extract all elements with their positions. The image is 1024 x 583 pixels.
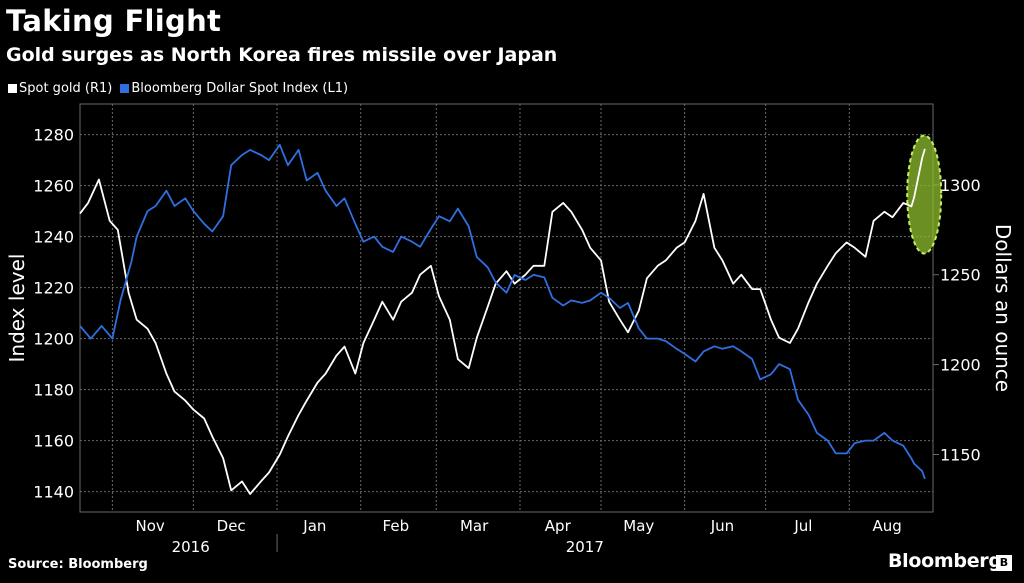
legend-swatch-gold	[8, 84, 17, 93]
series-line-dollar	[79, 143, 926, 480]
legend-item-dollar: Bloomberg Dollar Spot Index (L1)	[120, 81, 348, 96]
x-tick-label-month: Aug	[872, 517, 901, 535]
y-tick-label-left: 1220	[33, 279, 74, 298]
legend: Spot gold (R1) Bloomberg Dollar Spot Ind…	[8, 81, 352, 96]
legend-swatch-dollar	[120, 84, 130, 93]
x-tick-label-month: Jun	[710, 517, 734, 535]
y-tick-label-left: 1140	[33, 483, 74, 502]
x-tick-label-month: Mar	[460, 517, 489, 535]
bloomberg-mark-icon: B	[996, 555, 1012, 571]
source-note: Source: Bloomberg	[8, 557, 148, 572]
x-tick-label-year: 2016	[172, 538, 210, 556]
x-tick-label-year: 2017	[566, 538, 604, 556]
y-tick-label-left: 1180	[33, 381, 74, 400]
bloomberg-logo: Bloomberg	[888, 550, 1002, 572]
x-tick-label-month: Dec	[217, 517, 246, 535]
y-tick-label-left: 1280	[33, 126, 74, 145]
x-tick-label-month: Feb	[383, 517, 410, 535]
y-tick-label-right: 1250	[940, 266, 981, 285]
legend-item-gold: Spot gold (R1)	[8, 81, 112, 96]
y-axis-title-left: Index level	[5, 254, 29, 363]
x-tick-label-month: May	[623, 517, 654, 535]
y-tick-label-left: 1240	[33, 228, 74, 247]
series-line-gold	[79, 148, 926, 495]
legend-label-gold: Spot gold (R1)	[19, 81, 113, 96]
plot-border	[79, 103, 934, 513]
y-tick-label-left: 1200	[33, 330, 74, 349]
x-tick-label-month: Nov	[136, 517, 165, 535]
y-tick-label-left: 1260	[33, 177, 74, 196]
y-tick-label-right: 1200	[940, 356, 981, 375]
y-tick-label-right: 1300	[940, 176, 981, 195]
y-axis-title-right: Dollars an ounce	[991, 224, 1015, 392]
y-tick-label-right: 1150	[940, 445, 981, 464]
y-tick-label-left: 1160	[33, 432, 74, 451]
x-tick-label-month: Jan	[302, 517, 326, 535]
legend-label-dollar: Bloomberg Dollar Spot Index (L1)	[131, 81, 349, 96]
x-tick-label-month: Jul	[793, 517, 812, 535]
chart-title: Taking Flight	[6, 4, 222, 38]
x-tick-label-month: Apr	[545, 517, 572, 535]
highlight-ellipse	[906, 134, 943, 255]
chart-subtitle: Gold surges as North Korea fires missile…	[6, 44, 558, 66]
